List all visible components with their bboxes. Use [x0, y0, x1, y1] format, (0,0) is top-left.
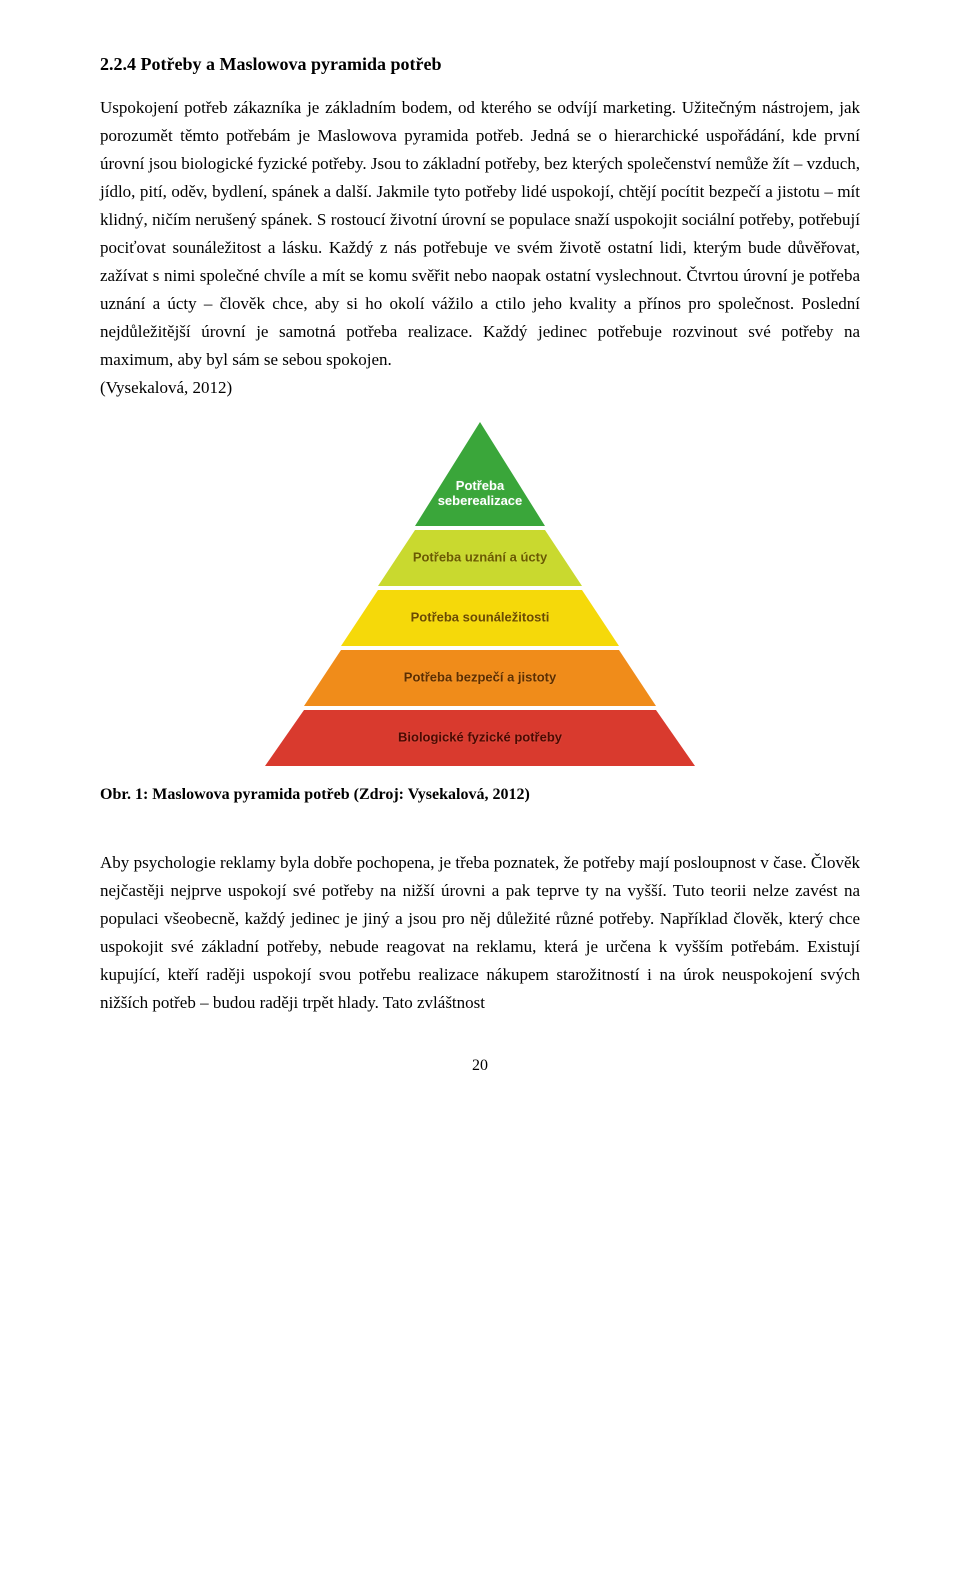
pyramid-level-label: Potřeba seberealizace: [438, 479, 523, 509]
pyramid-level-0: Potřeba seberealizace: [265, 422, 695, 526]
body-paragraph-2: Aby psychologie reklamy byla dobře pocho…: [100, 849, 860, 1017]
pyramid-level-label: Potřeba sounáležitosti: [411, 611, 550, 626]
citation-paragraph: (Vysekalová, 2012): [100, 374, 860, 402]
maslow-pyramid: Potřeba seberealizace Potřeba uznání a úc…: [265, 422, 695, 762]
pyramid-level-3: Potřeba bezpečí a jistoty: [265, 650, 695, 706]
figure-caption: Obr. 1: Maslowova pyramida potřeb (Zdroj…: [100, 782, 860, 808]
pyramid-level-label: Potřeba uznání a úcty: [413, 551, 547, 566]
maslow-pyramid-figure: Potřeba seberealizace Potřeba uznání a úc…: [100, 422, 860, 762]
section-heading: 2.2.4 Potřeby a Maslowova pyramida potře…: [100, 50, 860, 80]
pyramid-level-label: Potřeba bezpečí a jistoty: [404, 671, 556, 686]
pyramid-level-1: Potřeba uznání a úcty: [265, 530, 695, 586]
pyramid-level-4: Biologické fyzické potřeby: [265, 710, 695, 766]
pyramid-level-shape: [265, 422, 695, 526]
body-paragraph-1: Uspokojení potřeb zákazníka je základním…: [100, 94, 860, 374]
pyramid-level-2: Potřeba sounáležitosti: [265, 590, 695, 646]
pyramid-level-label: Biologické fyzické potřeby: [398, 731, 562, 746]
page-number: 20: [100, 1053, 860, 1079]
